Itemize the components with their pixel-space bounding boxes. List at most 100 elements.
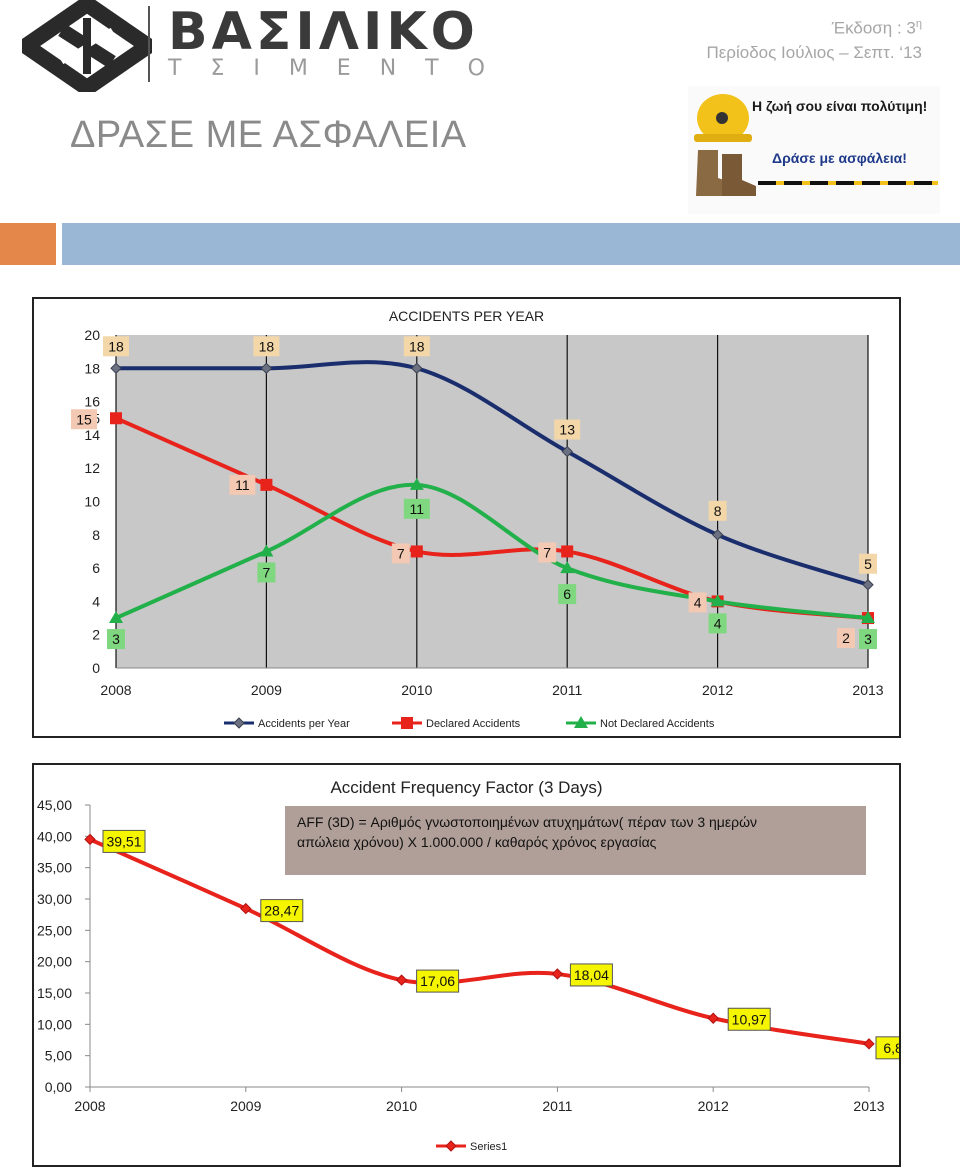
data-label: 18 — [108, 338, 124, 354]
data-label: 4 — [714, 615, 722, 631]
data-label: 11 — [235, 477, 250, 493]
data-label-bg — [875, 1036, 899, 1060]
data-label: 39,51 — [106, 833, 141, 849]
poster-line-2: Δράσε με ασφάλεια! — [772, 150, 907, 166]
data-label-bg — [859, 553, 877, 574]
data-point — [707, 1012, 719, 1024]
version-sup: η — [915, 18, 922, 30]
y-tick-label: 40,00 — [37, 828, 72, 844]
data-point — [110, 412, 122, 425]
period-label: Περίοδος Ιούλιος – Σεπτ. ‘13 — [706, 42, 922, 62]
data-point — [411, 362, 423, 375]
safety-poster: Η ζωή σου είναι πολύτιμη! Δράσε με ασφάλ… — [688, 86, 940, 214]
y-tick-label: 10,00 — [37, 1016, 72, 1032]
y-tick-label: 15,00 — [37, 985, 72, 1001]
chart1-svg: 0 2 4 6 8 10 12 141516 18 20 2008 2009 2010 2011 2012 2… — [71, 327, 884, 730]
x-tick-label: 2010 — [401, 682, 432, 698]
data-point — [260, 478, 273, 491]
data-label: 7 — [397, 545, 405, 561]
poster-line-1: Η ζωή σου είναι πολύτιμη! — [752, 98, 928, 114]
data-label: 18 — [409, 338, 425, 354]
data-label: 6 — [563, 586, 571, 602]
chart2-title: Accident Frequency Factor (3 Days) — [330, 778, 603, 797]
data-label: 28,47 — [264, 903, 299, 919]
data-label: 10,97 — [732, 1011, 767, 1027]
x-tick-label: 2012 — [702, 682, 733, 698]
logo-divider — [148, 6, 150, 82]
data-point — [711, 529, 724, 541]
y-tick-label: 20 — [84, 327, 100, 343]
x-tick-label: 2013 — [853, 1098, 884, 1114]
series-line — [115, 482, 869, 621]
data-label-bg — [260, 899, 304, 923]
data-label: 11 — [410, 501, 425, 517]
brand-name: ΒΑΣΙΛΙΚΟ — [168, 2, 479, 62]
y-tick-label: 10 — [84, 494, 100, 510]
data-point — [84, 833, 96, 846]
data-label-bg — [708, 500, 727, 521]
note-line-1: AFF (3D) = Αριθμός γνωστοποιημένων ατυχη… — [297, 814, 758, 830]
data-label-bg — [229, 474, 256, 495]
y-tick-label: 18 — [84, 360, 100, 376]
y-tick-label: 4 — [92, 593, 100, 609]
brand-logo-icon — [22, 0, 152, 92]
data-label: 13 — [559, 422, 575, 438]
data-point — [409, 477, 424, 490]
y-tick-label: 20,00 — [37, 954, 72, 970]
data-label: 3 — [112, 631, 120, 647]
legend-marker — [401, 717, 413, 729]
helmet-boots-icon — [694, 94, 756, 196]
data-label-bg — [859, 629, 877, 650]
y-tick-label: 35,00 — [37, 860, 72, 876]
data-label-bg — [569, 963, 613, 987]
y-tick-label: 16 — [84, 394, 100, 410]
data-label: 3 — [864, 631, 872, 647]
data-label-bg — [103, 336, 129, 357]
data-label-bg — [727, 1007, 771, 1031]
data-point — [561, 445, 573, 458]
version-label: Έκδοση : 3 — [831, 18, 916, 38]
data-label: 4 — [694, 594, 702, 610]
x-tick-label: 2009 — [251, 682, 282, 698]
data-label: 18 — [259, 338, 275, 354]
data-point — [395, 974, 408, 986]
x-tick-label: 2011 — [552, 682, 582, 698]
accent-block — [0, 223, 56, 265]
data-point — [260, 362, 273, 375]
frequency-chart: Accident Frequency Factor (3 Days) AFF (… — [32, 763, 901, 1167]
data-label: 2 — [842, 630, 850, 646]
data-point — [551, 968, 564, 980]
data-label: 5 — [864, 556, 872, 572]
data-label-bg — [107, 629, 125, 650]
data-point — [259, 544, 274, 557]
y-tick-label: 0 — [92, 660, 100, 676]
page-title: ΔΡΑΣΕ ΜΕ ΑΣΦΑΛΕΙΑ — [70, 114, 467, 156]
legend-label: Accidents per Year — [258, 718, 350, 730]
note-line-2: απώλεια χρόνου) Χ 1.000.000 / καθαρός χρ… — [297, 834, 657, 850]
poster-stripe — [758, 181, 938, 185]
data-label-bg — [257, 562, 276, 583]
y-tick-label: 30,00 — [37, 891, 72, 907]
legend-label: Series1 — [470, 1141, 507, 1153]
x-tick-label: 2012 — [698, 1098, 729, 1114]
data-label: 7 — [263, 564, 271, 580]
data-label-bg — [688, 592, 707, 613]
legend-label: Not Declared Accidents — [600, 718, 715, 730]
data-label-bg — [403, 336, 430, 357]
legend-marker — [233, 717, 245, 729]
data-label: 17,06 — [420, 973, 455, 989]
y-tick-label: 8 — [92, 527, 100, 543]
header-band — [62, 223, 960, 265]
data-label-bg — [837, 628, 855, 649]
x-tick-label: 2013 — [852, 682, 883, 698]
data-point — [861, 611, 875, 624]
legend-marker — [574, 716, 588, 728]
data-point — [109, 611, 123, 624]
data-point — [110, 362, 122, 375]
y-tick-label: 25,00 — [37, 922, 72, 938]
data-label: 7 — [543, 544, 551, 560]
data-label-bg — [102, 829, 146, 853]
data-label: 18,04 — [574, 967, 609, 983]
x-tick-label: 2009 — [230, 1098, 261, 1114]
data-label-bg — [391, 543, 410, 564]
